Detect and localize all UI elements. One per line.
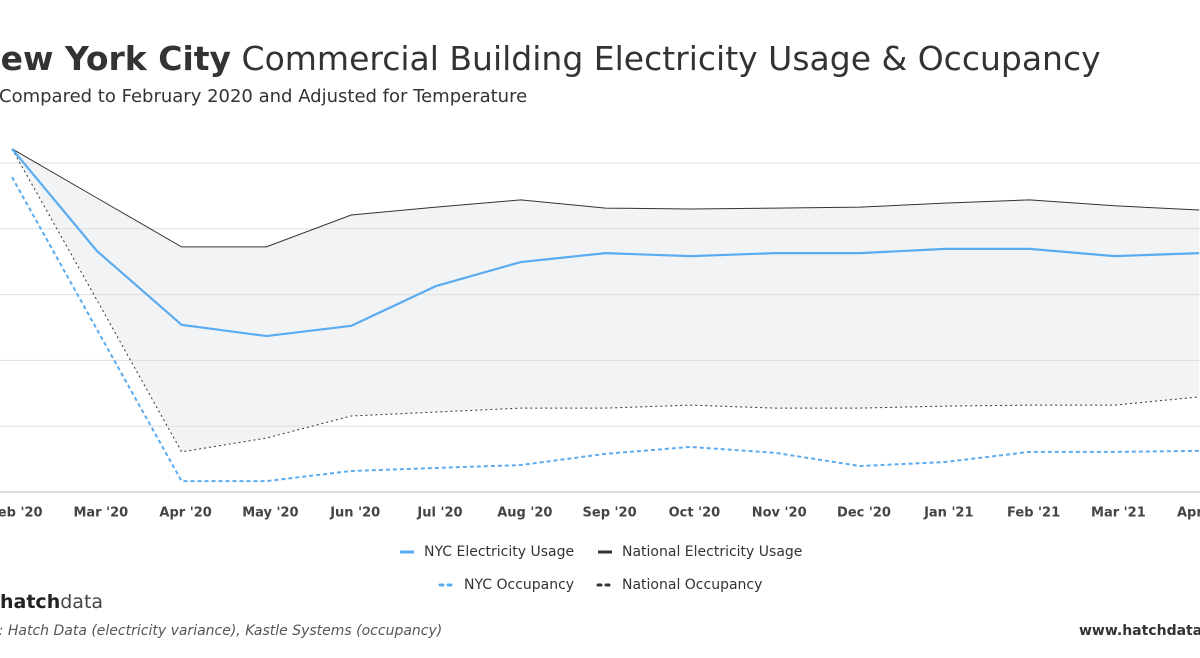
x-tick-label: Jan '21 bbox=[923, 506, 973, 521]
x-tick-label: Apr '21 bbox=[1177, 506, 1200, 521]
x-tick-label: Aug '20 bbox=[497, 506, 552, 521]
title-rest: Commercial Building Electricity Usage & … bbox=[242, 39, 1101, 78]
band-fill bbox=[12, 148, 1200, 452]
x-tick-label: May '20 bbox=[242, 506, 298, 521]
x-tick-label: Apr '20 bbox=[159, 506, 211, 521]
series-line bbox=[11, 148, 1200, 248]
brand: hatchdata bbox=[0, 591, 103, 613]
x-tick-label: Nov '20 bbox=[752, 506, 807, 521]
x-tick-label: Sep '20 bbox=[583, 506, 637, 521]
source: Sources: Hatch Data (electricity varianc… bbox=[0, 623, 442, 639]
series-line bbox=[11, 148, 1200, 338]
chart-title: New York City Commercial Building Electr… bbox=[0, 39, 1101, 78]
x-tick-label: Jun '20 bbox=[329, 506, 380, 521]
subtitle: Compared to February 2020 and Adjusted f… bbox=[0, 86, 527, 107]
legend-label: National Electricity Usage bbox=[622, 544, 802, 560]
brand-rest: data bbox=[60, 591, 103, 613]
legend-label: NYC Occupancy bbox=[464, 577, 574, 593]
series-line bbox=[11, 148, 1200, 453]
website: www.hatchdata.com bbox=[1079, 623, 1200, 639]
title-bold: New York City bbox=[0, 39, 231, 78]
x-tick-label: Mar '21 bbox=[1091, 506, 1146, 521]
x-tick-label: Feb '21 bbox=[1007, 506, 1060, 521]
x-tick-label: Jul '20 bbox=[416, 506, 462, 521]
x-tick-label: Mar '20 bbox=[73, 506, 128, 521]
x-tick-label: Oct '20 bbox=[669, 506, 721, 521]
x-tick-label: Feb '20 bbox=[0, 506, 43, 521]
legend-label: NYC Electricity Usage bbox=[424, 544, 574, 560]
series-line bbox=[11, 176, 1200, 483]
brand-bold: hatch bbox=[0, 591, 60, 613]
legend-label: National Occupancy bbox=[622, 577, 762, 593]
x-tick-label: Dec '20 bbox=[837, 506, 891, 521]
